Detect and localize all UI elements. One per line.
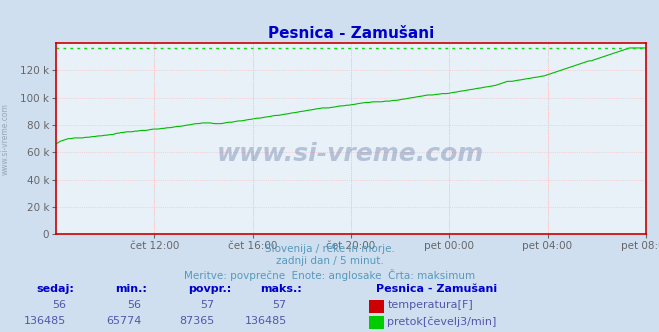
Text: min.:: min.: xyxy=(115,284,147,294)
Text: povpr.:: povpr.: xyxy=(188,284,231,294)
Text: 56: 56 xyxy=(128,300,142,310)
Text: 57: 57 xyxy=(273,300,287,310)
Text: 56: 56 xyxy=(52,300,66,310)
Text: maks.:: maks.: xyxy=(260,284,302,294)
Text: 57: 57 xyxy=(200,300,214,310)
Text: 65774: 65774 xyxy=(106,316,142,326)
Text: zadnji dan / 5 minut.: zadnji dan / 5 minut. xyxy=(275,256,384,266)
Text: www.si-vreme.com: www.si-vreme.com xyxy=(1,104,10,175)
Text: sedaj:: sedaj: xyxy=(36,284,74,294)
Text: Meritve: povprečne  Enote: anglosake  Črta: maksimum: Meritve: povprečne Enote: anglosake Črta… xyxy=(184,269,475,281)
Title: Pesnica - Zamušani: Pesnica - Zamušani xyxy=(268,26,434,41)
Text: 136485: 136485 xyxy=(244,316,287,326)
Text: pretok[čevelj3/min]: pretok[čevelj3/min] xyxy=(387,316,497,327)
Text: 136485: 136485 xyxy=(24,316,66,326)
Text: www.si-vreme.com: www.si-vreme.com xyxy=(217,142,484,166)
Text: temperatura[F]: temperatura[F] xyxy=(387,300,473,310)
Text: Pesnica - Zamušani: Pesnica - Zamušani xyxy=(376,284,497,294)
Text: Slovenija / reke in morje.: Slovenija / reke in morje. xyxy=(264,244,395,254)
Text: 87365: 87365 xyxy=(179,316,214,326)
